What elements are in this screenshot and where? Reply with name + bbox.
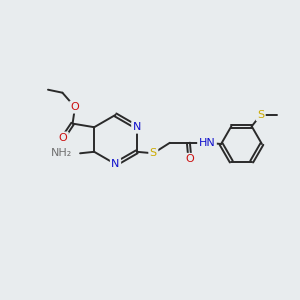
Text: HN: HN [199,138,215,148]
Text: NH₂: NH₂ [51,148,73,158]
Text: O: O [58,133,68,143]
Text: O: O [185,154,194,164]
Text: N: N [133,122,141,132]
Text: N: N [111,159,120,169]
Text: S: S [150,148,157,158]
Text: O: O [70,102,80,112]
Text: S: S [257,110,264,120]
